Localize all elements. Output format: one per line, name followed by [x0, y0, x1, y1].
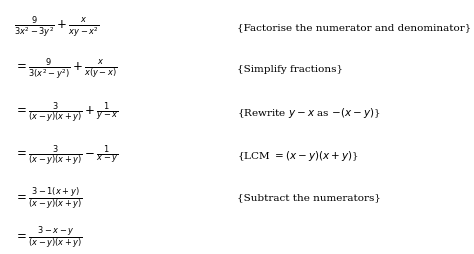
Text: $\frac{9}{3x^2-3y^2}+\frac{x}{xy-x^2}$: $\frac{9}{3x^2-3y^2}+\frac{x}{xy-x^2}$ [14, 15, 100, 40]
Text: $=\frac{3-1(x+y)}{(x-y)(x+y)}$: $=\frac{3-1(x+y)}{(x-y)(x+y)}$ [14, 185, 83, 211]
Text: {Simplify fractions}: {Simplify fractions} [237, 65, 343, 74]
Text: $=\frac{3-x-y}{(x-y)(x+y)}$: $=\frac{3-x-y}{(x-y)(x+y)}$ [14, 225, 83, 251]
Text: $=\frac{9}{3(x^2-y^2)}+\frac{x}{x(y-x)}$: $=\frac{9}{3(x^2-y^2)}+\frac{x}{x(y-x)}$ [14, 57, 118, 82]
Text: $=\frac{3}{(x-y)(x+y)}-\frac{1}{x-y}$: $=\frac{3}{(x-y)(x+y)}-\frac{1}{x-y}$ [14, 144, 119, 168]
Text: {Rewrite $y-x$ as $-(x-y)$}: {Rewrite $y-x$ as $-(x-y)$} [237, 106, 381, 120]
Text: {Factorise the numerator and denominator}: {Factorise the numerator and denominator… [237, 23, 471, 32]
Text: {Subtract the numerators}: {Subtract the numerators} [237, 194, 381, 202]
Text: $=\frac{3}{(x-y)(x+y)}+\frac{1}{y-x}$: $=\frac{3}{(x-y)(x+y)}+\frac{1}{y-x}$ [14, 101, 119, 125]
Text: {LCM $=(x-y)(x+y)$}: {LCM $=(x-y)(x+y)$} [237, 149, 358, 163]
